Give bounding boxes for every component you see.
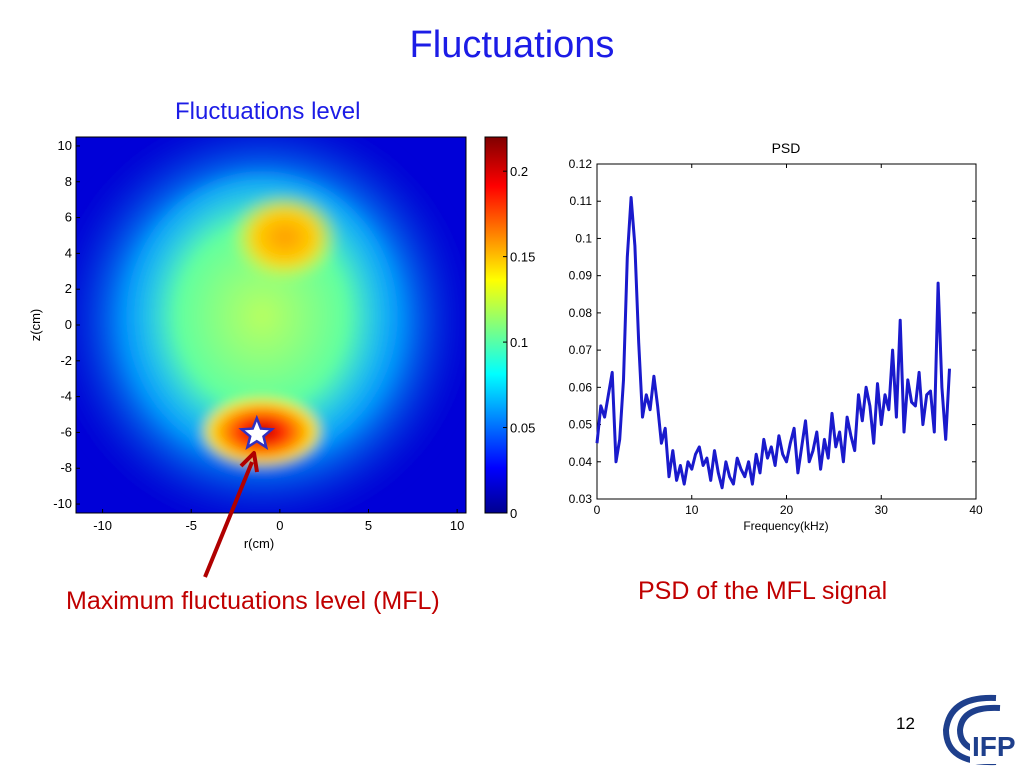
heatmap-ytick-label: -8: [60, 460, 72, 475]
colorbar-tick-label: 0.2: [510, 164, 528, 179]
psd-xtick-label: 10: [685, 503, 699, 517]
logo-text: IFP: [972, 731, 1016, 762]
colorbar-tick-label: 0.05: [510, 421, 535, 436]
page-number: 12: [896, 714, 915, 733]
heatmap-ytick-label: -2: [60, 353, 72, 368]
psd-ytick-label: 0.04: [569, 455, 593, 469]
heatmap-xtick-label: 5: [365, 518, 372, 533]
heatmap-ytick-label: 6: [65, 210, 72, 225]
psd-ytick-label: 0.03: [569, 492, 593, 506]
heatmap-ytick-label: 4: [65, 245, 72, 260]
heatmap-ytick-label: -6: [60, 424, 72, 439]
psd-ytick-label: 0.12: [569, 157, 593, 171]
mfl-arrow: [203, 461, 254, 578]
heatmap-upper-spot: [230, 192, 340, 282]
colorbar-ticks: 0.2 0.15 0.1 0.05 0: [503, 164, 535, 521]
colorbar-tick-label: 0: [510, 506, 517, 521]
psd-frame: [596, 163, 977, 500]
mfl-caption: Maximum fluctuations level (MFL): [66, 587, 440, 615]
psd-ytick-label: 0.09: [569, 269, 593, 283]
heatmap-title: Fluctuations level: [175, 98, 361, 125]
colorbar-tick-label: 0.1: [510, 335, 528, 350]
psd-ytick-label: 0.07: [569, 343, 593, 357]
psd-xtick-label: 30: [875, 503, 889, 517]
psd-ytick-label: 0.11: [570, 194, 593, 208]
psd-ytick-label: 0.06: [569, 380, 593, 394]
slide-title: Fluctuations: [409, 24, 615, 66]
psd-xtick-label: 40: [969, 503, 983, 517]
heatmap-xtick-label: 10: [450, 518, 464, 533]
mfl-star-marker[interactable]: [238, 414, 276, 450]
heatmap-ytick-label: 8: [65, 174, 72, 189]
heatmap-xtick-label: -5: [185, 518, 197, 533]
psd-xtick-label: 20: [780, 503, 794, 517]
psd-axis-labels: 0 10 20 30 40 0.12 0.11 0.1 0.09 0.08 0.07 0.06 0.05…: [569, 157, 983, 517]
heatmap-ylabel: z(cm): [28, 309, 43, 342]
heatmap-ytick-label: -10: [53, 496, 72, 511]
psd-ytick-label: 0.1: [575, 231, 592, 245]
heatmap-xtick-label: 0: [276, 518, 283, 533]
heatmap-xtick-label: -10: [93, 518, 112, 533]
psd-axis-ticks: [596, 163, 977, 500]
psd-xlabel: Frequency(kHz): [743, 519, 828, 533]
heatmap-axis-labels: -10 -5 0 5 10 10 8 6 4 2 0 -2 -4 -6 -8 -10 r(cm) z(cm): [28, 138, 464, 551]
psd-caption: PSD of the MFL signal: [638, 577, 888, 605]
psd-title: PSD: [772, 140, 801, 156]
colorbar-tick-label: 0.15: [510, 250, 535, 265]
psd-xtick-label: 0: [594, 503, 601, 517]
psd-ytick-label: 0.05: [569, 418, 593, 432]
heatmap-ytick-label: 10: [58, 138, 72, 153]
heatmap-ytick-label: 0: [65, 317, 72, 332]
psd-series-line: [595, 196, 951, 490]
ifp-logo: IFP: [942, 694, 1024, 766]
psd-ytick-label: 0.08: [569, 306, 593, 320]
heatmap-ytick-label: -4: [60, 389, 72, 404]
colorbar: [484, 136, 508, 514]
heatmap-ytick-label: 2: [65, 281, 72, 296]
heatmap-axis-ticks: [76, 145, 458, 513]
mfl-arrow-head: [239, 451, 259, 473]
heatmap-xlabel: r(cm): [244, 536, 274, 551]
